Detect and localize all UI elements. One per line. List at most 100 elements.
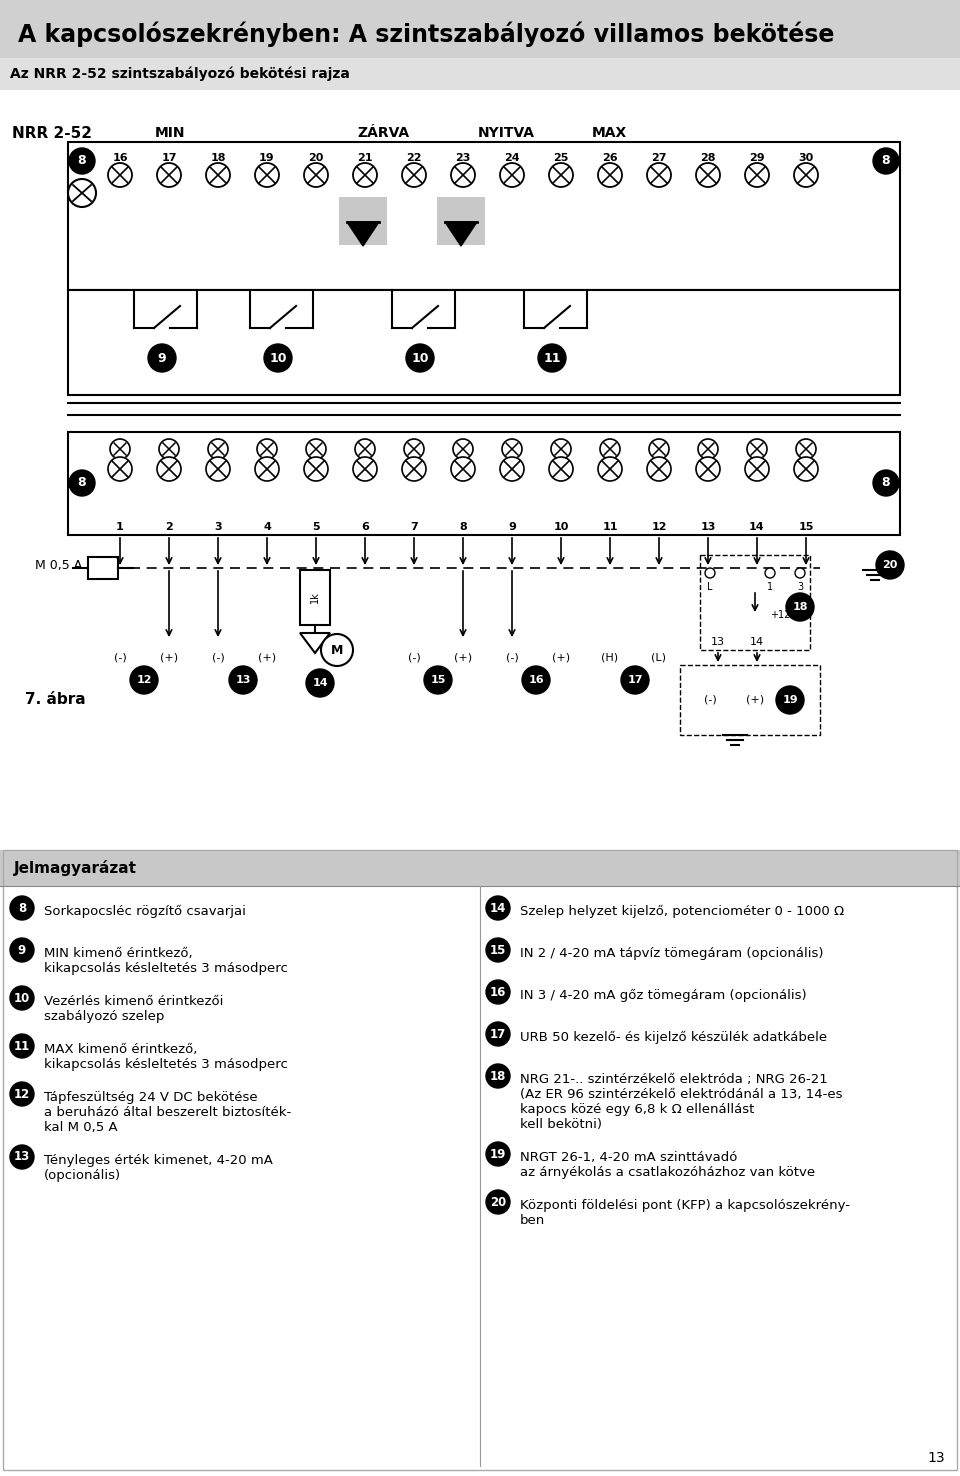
Circle shape [159,438,179,459]
Circle shape [130,666,158,694]
Circle shape [486,896,510,920]
Circle shape [551,438,571,459]
Bar [0,58,960,90]
Text: kapocs közé egy 6,8 k Ω ellenállást: kapocs közé egy 6,8 k Ω ellenállást [520,1103,755,1116]
Circle shape [795,568,805,579]
Text: 1k: 1k [310,590,320,602]
Text: 16: 16 [112,154,128,162]
Circle shape [796,438,816,459]
Circle shape [257,438,277,459]
Text: 25: 25 [553,154,568,162]
Text: az árnyékolás a csatlakozóházhoz van kötve: az árnyékolás a csatlakozóházhoz van köt… [520,1166,815,1179]
Circle shape [451,458,475,481]
Circle shape [157,458,181,481]
Circle shape [698,438,718,459]
Circle shape [353,162,377,187]
Circle shape [402,458,426,481]
Circle shape [110,438,130,459]
Text: 14: 14 [749,523,765,531]
Bar [88,556,118,579]
Text: (L): (L) [652,652,666,663]
Text: 16: 16 [490,986,506,998]
Circle shape [745,162,769,187]
Text: ZÁRVA: ZÁRVA [357,125,409,140]
Text: URB 50 kezelő- és kijelző készülék adatkábele: URB 50 kezelő- és kijelző készülék adatk… [520,1032,828,1044]
Circle shape [10,986,34,1010]
Circle shape [647,458,671,481]
Circle shape [68,179,96,207]
Text: 24: 24 [504,154,519,162]
Circle shape [148,344,176,372]
Text: 12: 12 [136,675,152,685]
Circle shape [321,635,353,666]
Bar [300,570,330,624]
Circle shape [355,438,375,459]
Text: 1: 1 [116,523,124,531]
Circle shape [157,162,181,187]
Text: 13: 13 [711,638,725,646]
Bar [0,0,960,58]
Text: 12: 12 [651,523,667,531]
Circle shape [486,980,510,1004]
Text: 16: 16 [528,675,543,685]
Circle shape [486,1142,510,1166]
Text: 11: 11 [543,351,561,365]
Text: (+): (+) [454,652,472,663]
Circle shape [598,458,622,481]
Circle shape [600,438,620,459]
Circle shape [486,1190,510,1213]
Circle shape [108,162,132,187]
Text: kal M 0,5 A: kal M 0,5 A [44,1120,118,1134]
Circle shape [10,939,34,962]
Circle shape [538,344,566,372]
Text: 15: 15 [430,675,445,685]
Polygon shape [445,221,477,246]
Circle shape [69,469,95,496]
Circle shape [705,568,715,579]
Text: A kapcsolószekrényben: A szintszabályozó villamos bekötése: A kapcsolószekrényben: A szintszabályozó… [18,21,834,47]
Circle shape [794,458,818,481]
Text: 18: 18 [210,154,226,162]
Text: 10: 10 [411,351,429,365]
Text: (opcionális): (opcionális) [44,1169,121,1182]
Text: (+): (+) [160,652,178,663]
Text: Vezérlés kimenő érintkezői: Vezérlés kimenő érintkezői [44,995,224,1008]
Circle shape [500,162,524,187]
Text: 8: 8 [881,155,890,167]
Text: 10: 10 [269,351,287,365]
Polygon shape [347,221,379,246]
Text: 18: 18 [490,1070,506,1082]
Text: Központi földelési pont (KFP) a kapcsolószekrény-: Központi földelési pont (KFP) a kapcsoló… [520,1199,850,1212]
Text: 29: 29 [749,154,765,162]
Circle shape [10,896,34,920]
Circle shape [522,666,550,694]
Text: 11: 11 [13,1039,30,1052]
Text: 10: 10 [553,523,568,531]
Text: 21: 21 [357,154,372,162]
Text: Tápfeszültség 24 V DC bekötése: Tápfeszültség 24 V DC bekötése [44,1091,257,1104]
Circle shape [765,568,775,579]
Text: 8: 8 [18,902,26,915]
Circle shape [108,458,132,481]
Text: M 0,5 A: M 0,5 A [35,558,83,571]
Text: 2: 2 [165,523,173,531]
Circle shape [621,666,649,694]
Circle shape [786,593,814,621]
Text: L: L [708,582,712,592]
Text: 23: 23 [455,154,470,162]
Circle shape [264,344,292,372]
Circle shape [206,458,230,481]
Text: (-): (-) [506,652,518,663]
Circle shape [745,458,769,481]
Text: 20: 20 [490,1196,506,1209]
Text: 5: 5 [312,523,320,531]
Circle shape [353,458,377,481]
Text: 4: 4 [263,523,271,531]
Circle shape [649,438,669,459]
Text: Sorkapocsléc rögzítő csavarjai: Sorkapocsléc rögzítő csavarjai [44,905,246,918]
Circle shape [304,458,328,481]
Bar [68,142,900,289]
Circle shape [10,1145,34,1169]
Text: 3: 3 [797,582,804,592]
Text: (H): (H) [601,652,618,663]
